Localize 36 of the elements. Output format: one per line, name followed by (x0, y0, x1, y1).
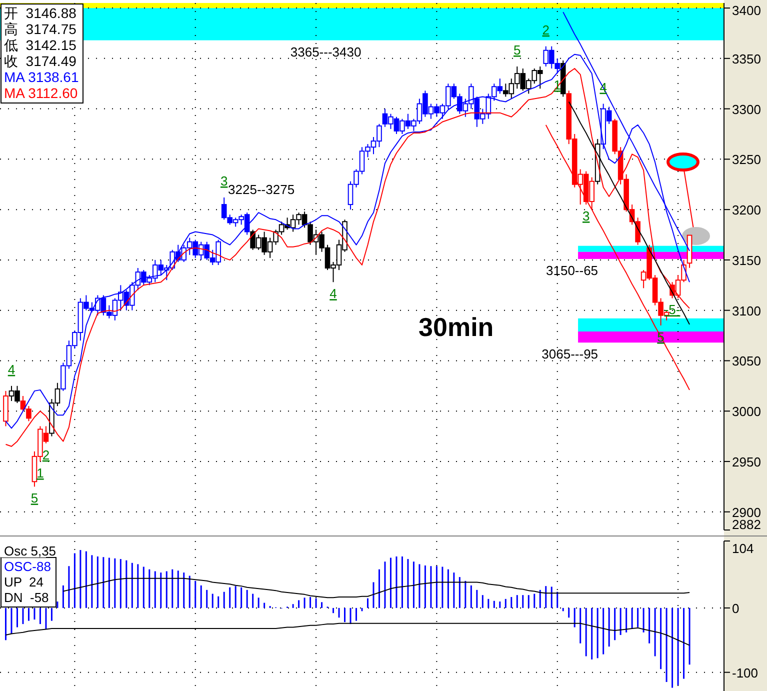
y-tick-label: 3400 (732, 3, 761, 18)
y-tick-label: 2950 (732, 454, 761, 470)
text: 3 (582, 208, 590, 224)
series-label: OSC-88 (4, 559, 51, 574)
y-tick-label: 3300 (732, 102, 761, 117)
text: 5 (514, 42, 521, 58)
text: 2 (42, 447, 50, 462)
series-label: DN -58 (4, 590, 49, 605)
band-label: 3150--65 (546, 262, 598, 278)
info-box: 开 3146.88 高 3174.75 低 3142.15 收 3174.49 MA 3138.61 MA 3112.60 (0, 4, 84, 104)
y-tick-label: 2882 (732, 517, 761, 532)
text: 1 (36, 465, 44, 480)
y-tick-label: 0 (732, 600, 740, 616)
y-tick-label: 3100 (732, 303, 761, 318)
annotation: 开 3146.88 高 3174.75 低 3142.15 收 3174.49 (4, 5, 77, 69)
y-tick-label: -100 (732, 665, 758, 680)
band-label: 3065---95 (542, 346, 598, 362)
text: 4 (8, 362, 16, 377)
annotation: 3225--3275 (228, 182, 295, 197)
text: 4 (330, 286, 337, 302)
y-tick-label: 3350 (732, 51, 761, 66)
y-tick-label: 3150 (732, 252, 761, 268)
text: -5- (664, 302, 680, 318)
text: 30min (418, 312, 494, 342)
y-tick-label: 2900 (732, 504, 761, 520)
y-tick-label: 104 (732, 541, 754, 556)
y-tick-label: 3050 (732, 354, 761, 369)
legend-title: Osc 5,35 (4, 544, 56, 558)
text: 2 (542, 22, 550, 38)
y-tick-label: 3250 (732, 152, 761, 168)
band-label: 3365---3430 (290, 44, 362, 60)
text: 5 (30, 490, 38, 506)
y-tick-label: 3200 (732, 202, 761, 218)
series-label: UP 24 (4, 574, 44, 590)
text: 3 (220, 173, 228, 188)
y-tick-label: 3000 (732, 404, 761, 420)
